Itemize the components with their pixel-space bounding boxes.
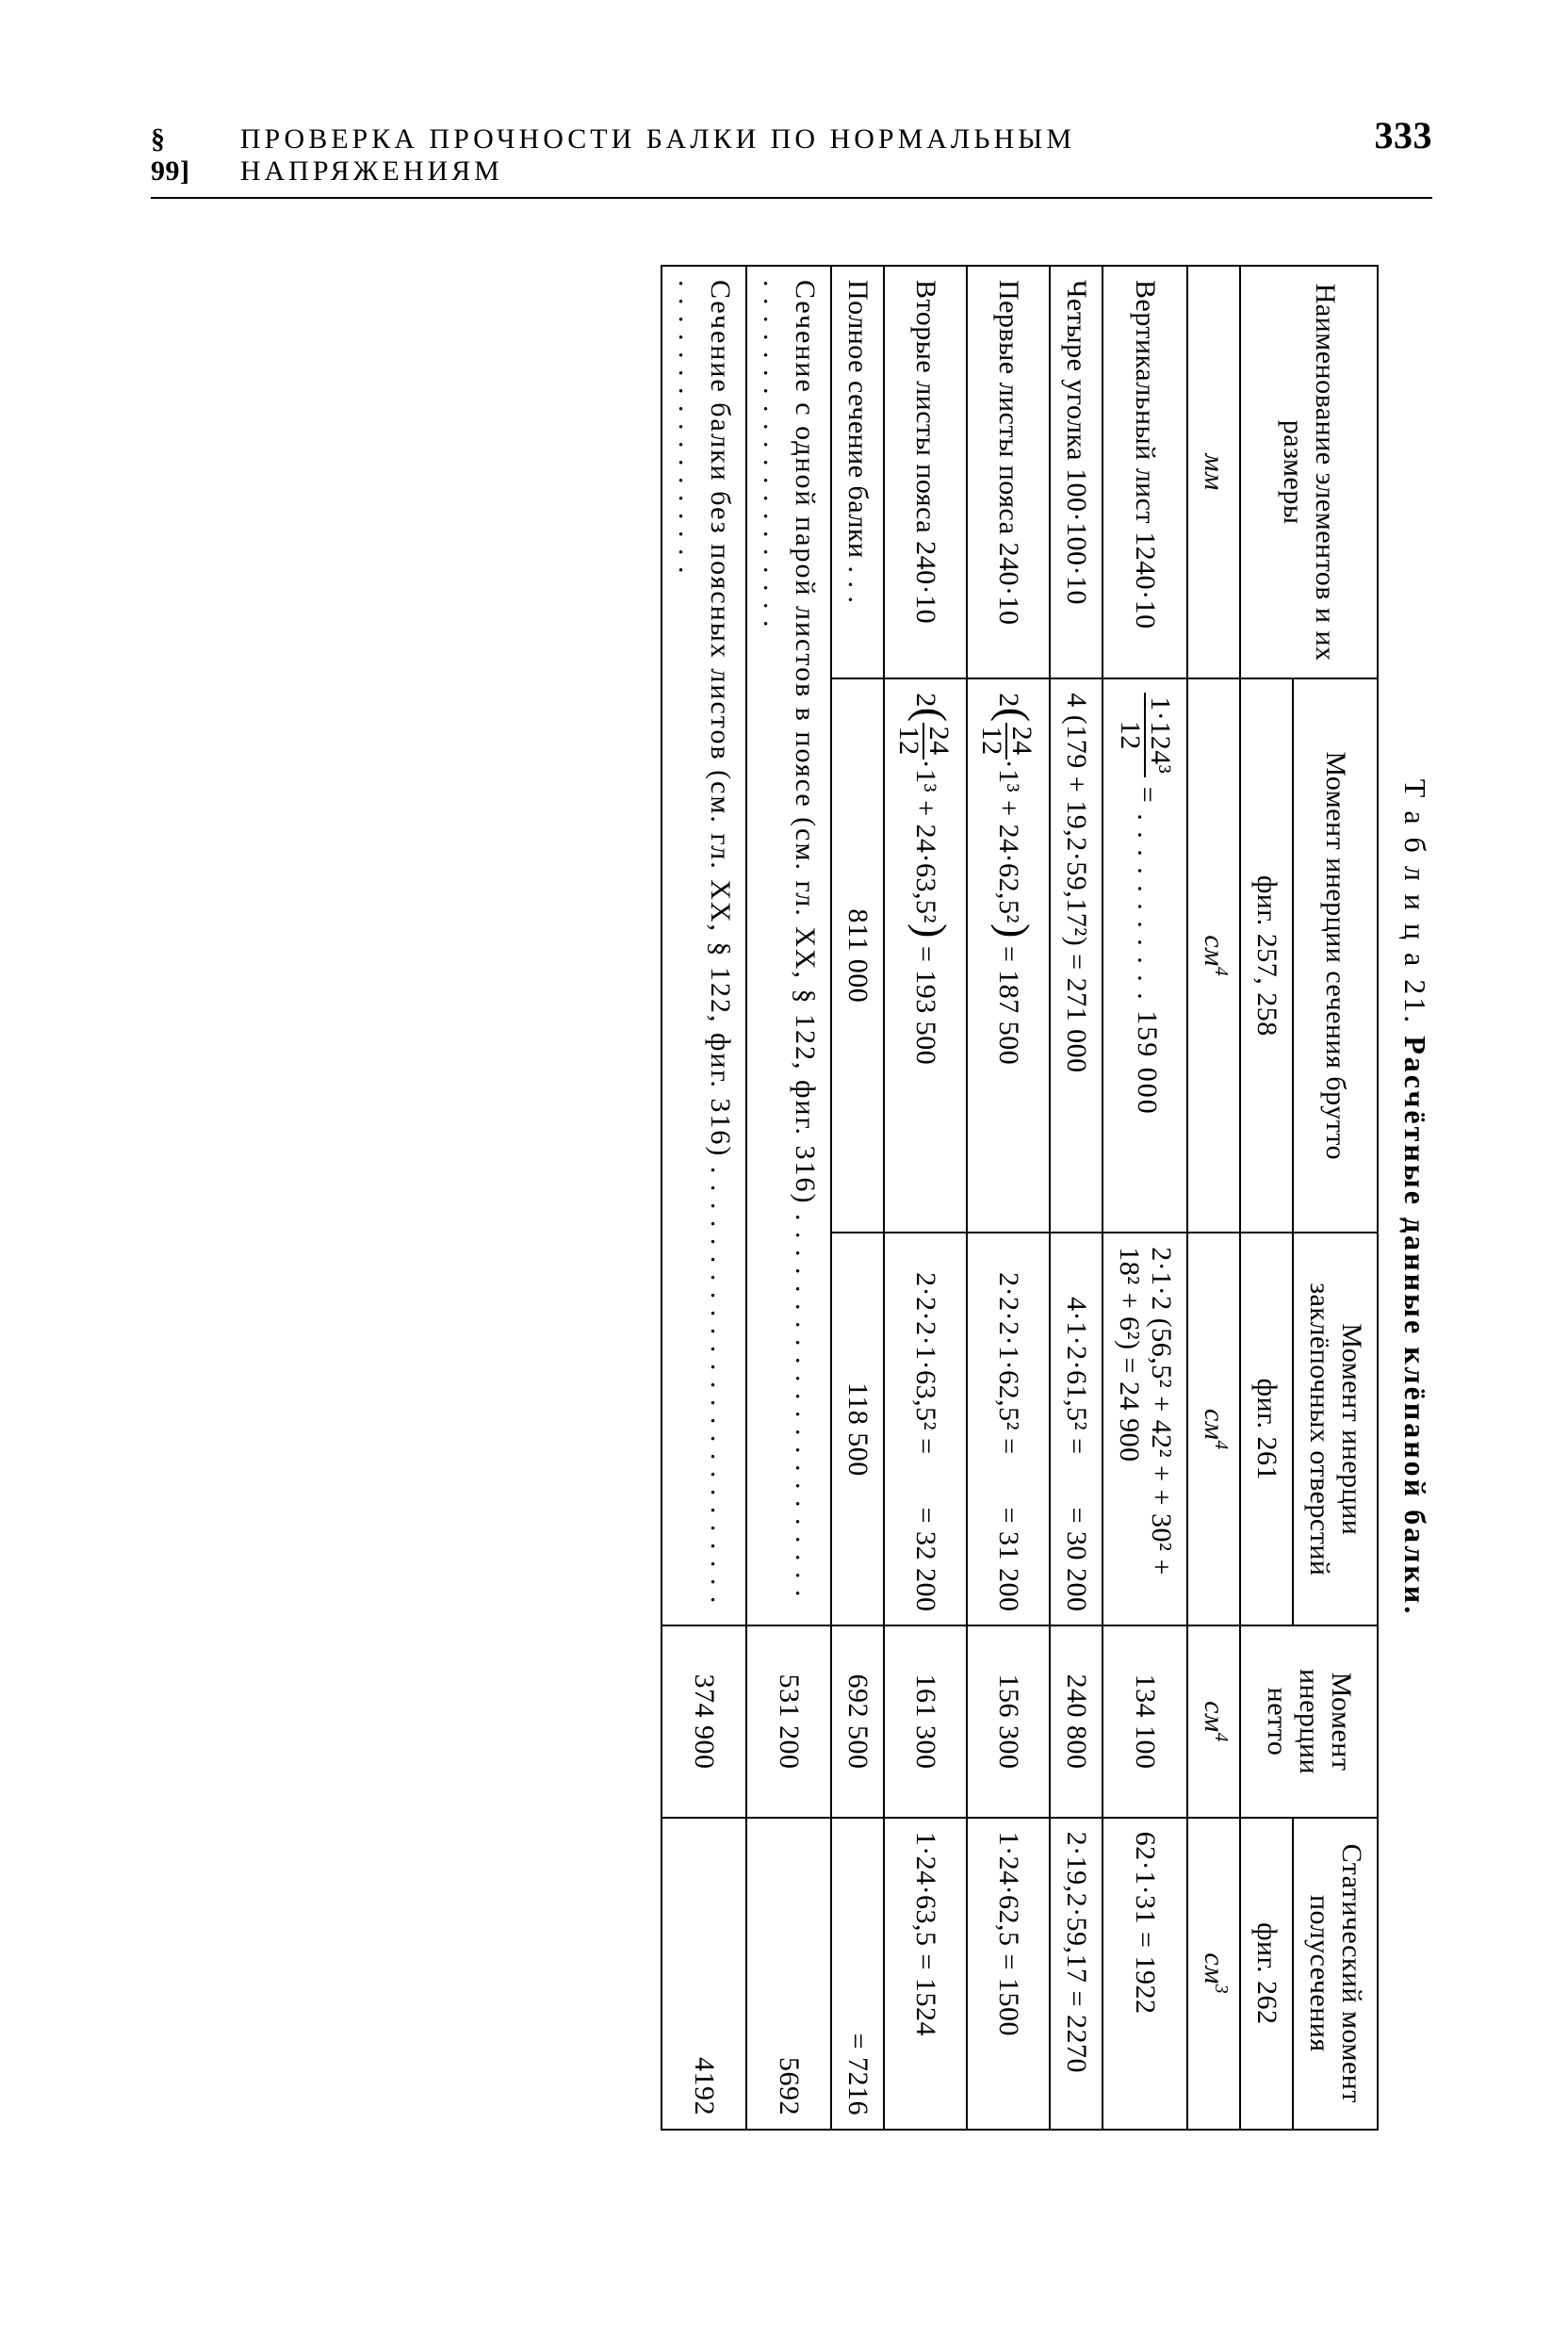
unit-name: мм bbox=[1187, 266, 1240, 678]
cell-static: = 7216 bbox=[831, 1818, 884, 2130]
col-static: Статический момент полусечения bbox=[1293, 1818, 1378, 2130]
fraction: 24 12 bbox=[977, 723, 1036, 760]
caption-prefix: Т а б л и ц а 21. bbox=[1398, 779, 1432, 1036]
unit-netto: см4 bbox=[1187, 1625, 1240, 1817]
table-caption: Т а б л и ц а 21. Расчётные данные клёпа… bbox=[1397, 265, 1432, 2131]
cell-static: 62·1·31 = 1922 bbox=[1102, 1818, 1187, 2130]
cell-name: Четыре уголка 100·100·10 bbox=[1050, 266, 1102, 678]
cell-holes: 118 500 bbox=[831, 1233, 884, 1625]
col-name: Наименование элементов и их размеры bbox=[1240, 266, 1378, 678]
table-row: Сечение балки без поясных листов (см. гл… bbox=[662, 266, 746, 2130]
page-number: 333 bbox=[1375, 113, 1433, 157]
data-table: Наименование элементов и их размеры Моме… bbox=[661, 265, 1379, 2131]
header-title: ПРОВЕРКА ПРОЧНОСТИ БАЛКИ ПО НОРМАЛЬНЫМ Н… bbox=[240, 123, 1347, 188]
unit-brutto: см4 bbox=[1187, 678, 1240, 1233]
cell-brutto: 811 000 bbox=[831, 678, 884, 1233]
cell-holes: 2·2·2·1·63,5² = = 32 200 bbox=[884, 1233, 967, 1625]
fig-static: фиг. 262 bbox=[1240, 1818, 1293, 2130]
col-netto: Момент инерции нетто bbox=[1240, 1625, 1378, 1817]
cell-netto: 692 500 bbox=[831, 1625, 884, 1817]
cell-brutto: 1·124³ 12 = . . . . . . . . . . . 159 00… bbox=[1102, 678, 1187, 1233]
running-header: § 99] ПРОВЕРКА ПРОЧНОСТИ БАЛКИ ПО НОРМАЛ… bbox=[151, 113, 1432, 199]
table-row: Полное сечение балки . . . 811 000 118 5… bbox=[831, 266, 884, 2130]
cell-netto: 240 800 bbox=[1050, 1625, 1102, 1817]
caption-bold: Расчётные данные клёпаной балки. bbox=[1398, 1036, 1432, 1616]
cell-static: 1·24·63,5 = 1524 bbox=[884, 1818, 967, 2130]
cell-name: Сечение с одной парой листов в поясе (см… bbox=[746, 266, 831, 1625]
page: § 99] ПРОВЕРКА ПРОЧНОСТИ БАЛКИ ПО НОРМАЛ… bbox=[151, 113, 1432, 1037]
table-row: Сечение с одной парой листов в поясе (см… bbox=[746, 266, 831, 2130]
cell-name: Вторые листы пояса 240·10 bbox=[884, 266, 967, 678]
unit-holes: см4 bbox=[1187, 1233, 1240, 1625]
cell-brutto: 2( 24 12 ·1³ + 24·62,5²) = 187 500 bbox=[967, 678, 1050, 1233]
col-holes: Момент инерции заклёпочных отверстий bbox=[1293, 1233, 1378, 1625]
cell-name: Вертикальный лист 1240·10 bbox=[1102, 266, 1187, 678]
cell-static: 1·24·62,5 = 1500 bbox=[967, 1818, 1050, 2130]
cell-netto: 134 100 bbox=[1102, 1625, 1187, 1817]
fig-brutto: фиг. 257, 258 bbox=[1240, 678, 1293, 1233]
cell-static: 4192 bbox=[662, 1818, 746, 2130]
table-head-row: Наименование элементов и их размеры Моме… bbox=[1293, 266, 1378, 2130]
cell-holes: 2·2·2·1·62,5² = = 31 200 bbox=[967, 1233, 1050, 1625]
fraction: 24 12 bbox=[894, 723, 953, 760]
unit-row: мм см4 см4 см4 см3 bbox=[1187, 266, 1240, 2130]
fraction: 1·124³ 12 bbox=[1116, 693, 1174, 777]
table-row: Вторые листы пояса 240·10 2( 24 12 ·1³ +… bbox=[884, 266, 967, 2130]
section-label: § 99] bbox=[151, 123, 212, 188]
table-row: Четыре уголка 100·100·10 4 (179 + 19,2·5… bbox=[1050, 266, 1102, 2130]
cell-name: Сечение балки без поясных листов (см. гл… bbox=[662, 266, 746, 1625]
table-row: Первые листы пояса 240·10 2( 24 12 ·1³ +… bbox=[967, 266, 1050, 2130]
table-block: Т а б л и ц а 21. Расчётные данные клёпа… bbox=[661, 265, 1432, 2131]
cell-netto: 374 900 bbox=[662, 1625, 746, 1817]
cell-name: Полное сечение балки . . . bbox=[831, 266, 884, 678]
cell-holes: 2·1·2 (56,5² + 42² + + 30² + 18² + 6²) =… bbox=[1102, 1233, 1187, 1625]
cell-netto: 531 200 bbox=[746, 1625, 831, 1817]
unit-static: см3 bbox=[1187, 1818, 1240, 2130]
cell-name: Первые листы пояса 240·10 bbox=[967, 266, 1050, 678]
cell-brutto: 4 (179 + 19,2·59,17²) = 271 000 bbox=[1050, 678, 1102, 1233]
cell-netto: 156 300 bbox=[967, 1625, 1050, 1817]
cell-static: 5692 bbox=[746, 1818, 831, 2130]
table-row: Вертикальный лист 1240·10 1·124³ 12 = . … bbox=[1102, 266, 1187, 2130]
cell-holes: 4·1·2·61,5² = = 30 200 bbox=[1050, 1233, 1102, 1625]
cell-brutto: 2( 24 12 ·1³ + 24·63,5²) = 193 500 bbox=[884, 678, 967, 1233]
col-brutto: Момент инерции сечения брутто bbox=[1293, 678, 1378, 1233]
cell-static: 2·19,2·59,17 = 2270 bbox=[1050, 1818, 1102, 2130]
cell-netto: 161 300 bbox=[884, 1625, 967, 1817]
fig-holes: фиг. 261 bbox=[1240, 1233, 1293, 1625]
